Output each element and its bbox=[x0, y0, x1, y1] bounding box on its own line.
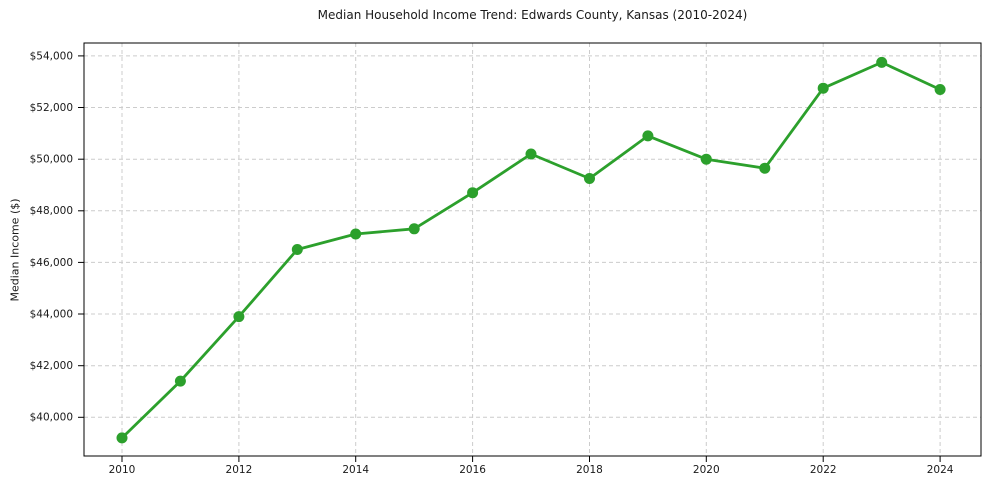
x-tick-label: 2014 bbox=[342, 464, 369, 476]
x-tick-label: 2012 bbox=[226, 464, 253, 476]
plot-border bbox=[83, 42, 982, 457]
data-point-2013 bbox=[291, 244, 303, 255]
data-point-2016 bbox=[467, 187, 479, 199]
data-point-2021 bbox=[759, 162, 771, 174]
x-tick-label: 2018 bbox=[576, 464, 603, 476]
data-point-2015 bbox=[408, 223, 420, 235]
y-tick-label: $44,000 bbox=[30, 308, 73, 320]
data-point-2024 bbox=[934, 84, 946, 95]
y-tick-label: $48,000 bbox=[30, 205, 73, 217]
x-tick-label: 2020 bbox=[693, 464, 720, 476]
y-tick-label: $50,000 bbox=[30, 154, 73, 166]
y-tick-label: $46,000 bbox=[30, 257, 73, 269]
y-tick-label: $40,000 bbox=[30, 412, 73, 424]
data-point-2020 bbox=[700, 153, 712, 165]
x-tick-label: 2016 bbox=[459, 464, 486, 476]
data-point-2010 bbox=[116, 432, 128, 444]
data-point-2014 bbox=[350, 228, 362, 240]
y-tick-label: $42,000 bbox=[30, 360, 73, 372]
chart-title: Median Household Income Trend: Edwards C… bbox=[317, 8, 748, 22]
y-tick-label: $54,000 bbox=[30, 50, 73, 62]
x-tick-label: 2022 bbox=[810, 464, 837, 476]
x-tick-label: 2024 bbox=[927, 464, 954, 476]
x-tick-label: 2010 bbox=[109, 464, 136, 476]
data-point-2022 bbox=[817, 82, 829, 94]
data-point-2019 bbox=[642, 130, 654, 142]
data-point-2017 bbox=[525, 148, 537, 160]
data-point-2023 bbox=[876, 56, 888, 68]
data-point-2012 bbox=[233, 311, 245, 323]
data-point-2011 bbox=[174, 375, 186, 387]
trend-line bbox=[120, 61, 942, 440]
y-tick-label: $52,000 bbox=[30, 102, 73, 114]
data-point-2018 bbox=[584, 173, 595, 184]
